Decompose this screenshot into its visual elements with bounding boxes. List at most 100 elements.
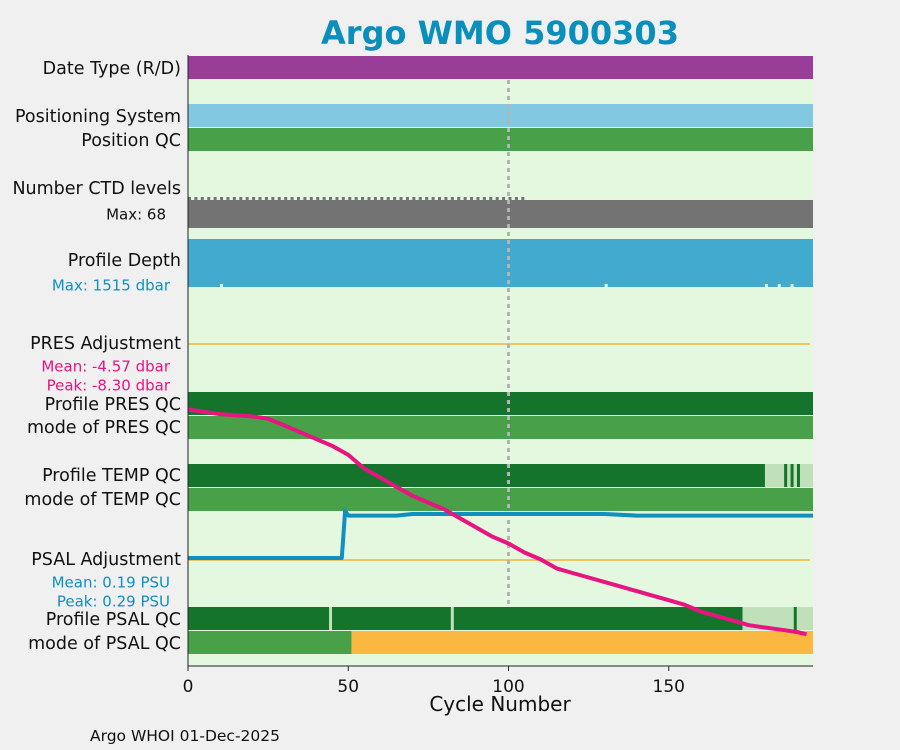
ctd-level-tick: [188, 197, 191, 200]
ctd-levels-label: Number CTD levels: [12, 179, 181, 199]
ctd-level-tick: [277, 197, 281, 200]
ctd-level-tick: [329, 197, 333, 200]
mode-temp-qc-label: mode of TEMP QC: [24, 490, 181, 510]
ctd-level-tick: [354, 197, 358, 200]
x-tick-label: 100: [492, 677, 524, 697]
x-axis-label: Cycle Number: [429, 692, 571, 716]
ctd-level-tick: [226, 197, 230, 200]
ctd-level-tick: [514, 197, 518, 200]
profile-depth-label: Profile Depth: [68, 251, 181, 271]
ctd-level-tick: [213, 197, 217, 200]
ctd-level-tick: [508, 197, 512, 200]
ctd-level-tick: [386, 197, 390, 200]
ctd-level-tick: [470, 197, 474, 200]
ctd-level-tick: [258, 197, 262, 200]
ctd-level-tick: [418, 197, 422, 200]
psal-adjustment-label: PSAL Adjustment: [31, 550, 181, 570]
psal-peak-label: Peak: 0.29 PSU: [57, 593, 170, 611]
ctd-level-tick: [450, 197, 454, 200]
ctd-level-tick: [521, 197, 525, 200]
profile-temp-qc-light-segments: [764, 464, 813, 487]
ctd-level-tick: [502, 197, 506, 200]
depth-notch: [777, 284, 781, 287]
profile-pres-qc-label: Profile PRES QC: [45, 395, 181, 415]
mode-temp-qc-bar: [188, 488, 813, 511]
profile-depth-notches: [220, 284, 794, 287]
plot-background: [188, 55, 813, 665]
mode-psal-qc-label: mode of PSAL QC: [28, 634, 181, 654]
ctd-max-label: Max: 68: [106, 206, 166, 224]
ctd-level-tick: [341, 197, 345, 200]
footer-credit: Argo WHOI 01-Dec-2025: [90, 727, 280, 745]
position-qc-label: Position QC: [81, 131, 181, 151]
depth-max-label: Max: 1515 dbar: [52, 277, 171, 295]
ctd-level-tick: [303, 197, 307, 200]
ctd-level-tick: [495, 197, 499, 200]
x-tick-label: 150: [653, 677, 685, 697]
ctd-level-tick: [335, 197, 339, 200]
psal-mean-label: Mean: 0.19 PSU: [52, 574, 170, 592]
pres-mean-label: Mean: -4.57 dbar: [41, 358, 171, 376]
ctd-level-tick: [245, 197, 249, 200]
ctd-level-tick: [425, 197, 429, 200]
psal-adjustment-series: [188, 508, 813, 560]
temp-qc-good-tick: [796, 464, 800, 487]
x-tick-label: 50: [337, 677, 359, 697]
ctd-level-tick: [239, 197, 243, 200]
ctd-level-tick: [399, 197, 403, 200]
depth-notch: [220, 284, 224, 287]
chart-title: Argo WMO 5900303: [321, 14, 679, 52]
ctd-levels-top-ticks: [188, 197, 525, 200]
depth-notch: [790, 284, 794, 287]
temp-qc-light-segment: [764, 464, 813, 487]
depth-notch: [764, 284, 768, 287]
ctd-level-tick: [264, 197, 268, 200]
psal-qc-gap: [450, 607, 454, 630]
psal-qc-gap: [329, 607, 333, 630]
profile-temp-qc-bar: [188, 464, 813, 487]
ctd-level-tick: [361, 197, 365, 200]
profile-psal-qc-segments: [329, 607, 813, 630]
ctd-level-tick: [220, 197, 224, 200]
profile-psal-qc-label: Profile PSAL QC: [46, 610, 181, 630]
mode-pres-qc-bar: [188, 416, 813, 439]
ctd-level-tick: [232, 197, 236, 200]
ctd-level-tick: [463, 197, 467, 200]
ctd-level-tick: [316, 197, 320, 200]
date-type-bar: [188, 56, 813, 79]
x-axis-ticks: 0 50 100 150: [183, 666, 685, 697]
ctd-level-tick: [444, 197, 448, 200]
ctd-level-tick: [284, 197, 288, 200]
ctd-level-tick: [457, 197, 461, 200]
ctd-level-tick: [482, 197, 486, 200]
mode-pres-qc-label: mode of PRES QC: [27, 418, 181, 438]
ctd-level-tick: [367, 197, 371, 200]
ctd-level-tick: [290, 197, 294, 200]
pres-adjustment-series: [187, 407, 808, 637]
ctd-level-tick: [373, 197, 377, 200]
mode-psal-qc-segments: [351, 631, 813, 654]
profile-depth-bar: [188, 239, 813, 287]
pres-peak-label: Peak: -8.30 dbar: [47, 377, 171, 395]
temp-qc-good-tick: [784, 464, 788, 487]
psal-mode-qc-orange-segment: [351, 631, 813, 654]
date-type-label: Date Type (R/D): [43, 59, 181, 79]
ctd-level-tick: [412, 197, 416, 200]
ctd-level-tick: [380, 197, 384, 200]
positioning-system-label: Positioning System: [15, 107, 181, 127]
ctd-level-tick: [393, 197, 397, 200]
ctd-level-tick: [296, 197, 300, 200]
ctd-level-tick: [489, 197, 493, 200]
profile-temp-qc-label: Profile TEMP QC: [42, 466, 181, 486]
profile-pres-qc-bar: [188, 392, 813, 415]
x-tick-label: 0: [183, 677, 194, 697]
position-qc-bar: [188, 128, 813, 151]
ctd-level-tick: [405, 197, 409, 200]
ctd-level-tick: [271, 197, 275, 200]
ctd-level-tick: [348, 197, 352, 200]
ctd-level-tick: [207, 197, 211, 200]
pres-adjustment-label: PRES Adjustment: [30, 334, 181, 354]
positioning-system-bar: [188, 104, 813, 127]
ctd-level-tick: [252, 197, 256, 200]
